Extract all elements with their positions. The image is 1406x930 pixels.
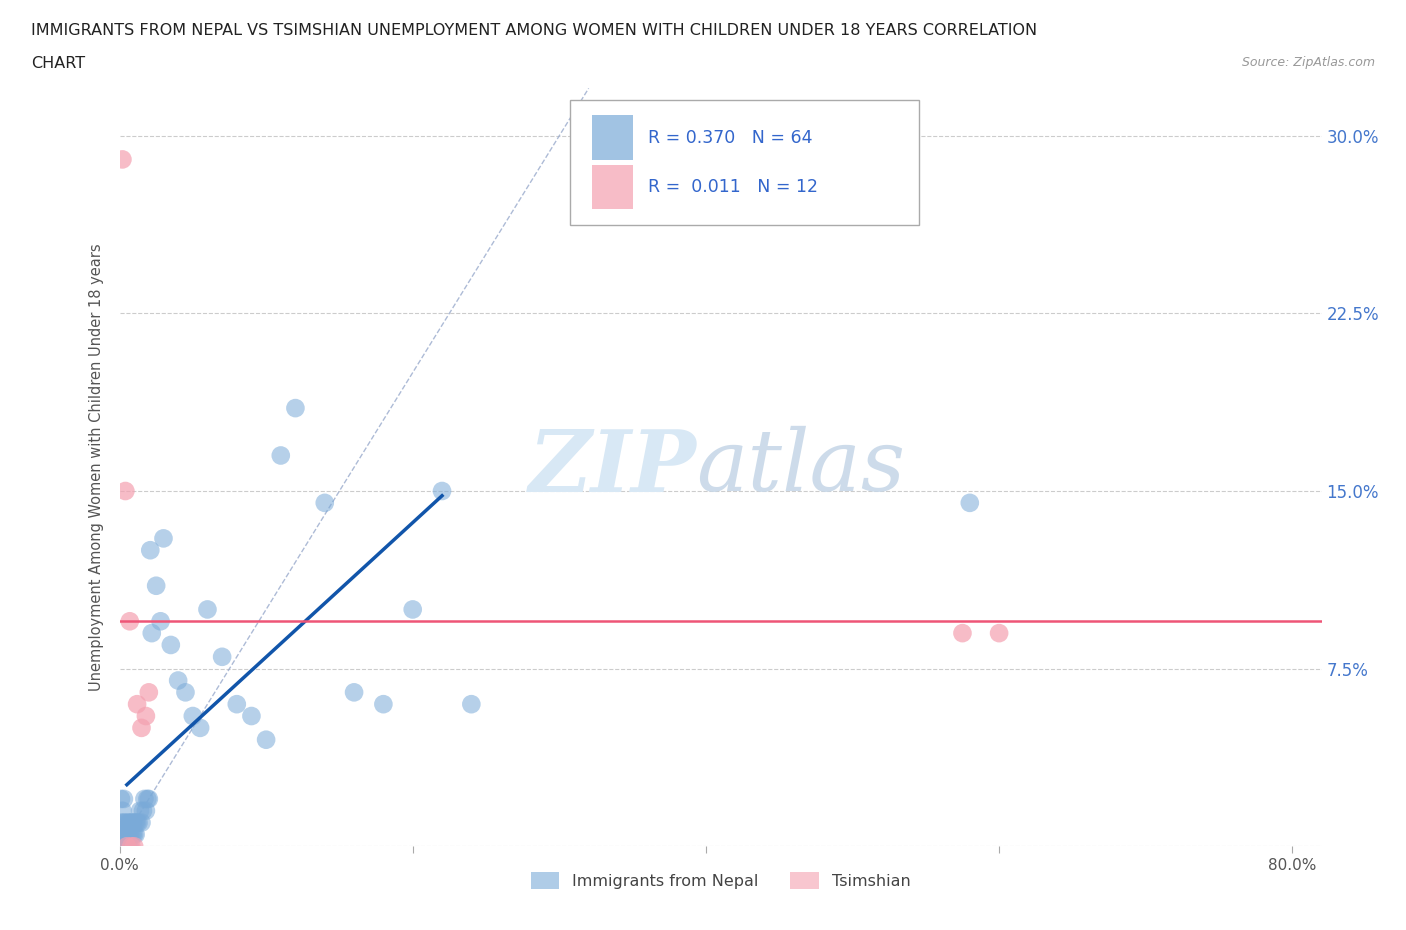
Point bbox=[131, 721, 153, 736]
Point bbox=[118, 827, 141, 842]
Point bbox=[959, 496, 981, 511]
Point bbox=[131, 816, 153, 830]
Point bbox=[115, 839, 138, 854]
Point bbox=[112, 827, 135, 842]
Point bbox=[111, 152, 134, 166]
Y-axis label: Unemployment Among Women with Children Under 18 years: Unemployment Among Women with Children U… bbox=[89, 244, 104, 691]
Point bbox=[254, 732, 277, 747]
Point bbox=[118, 839, 141, 854]
Point bbox=[122, 827, 145, 842]
Point bbox=[114, 839, 136, 854]
Point bbox=[270, 448, 292, 463]
Point bbox=[110, 816, 132, 830]
Point bbox=[952, 626, 974, 641]
Point bbox=[159, 638, 181, 653]
Point bbox=[111, 804, 134, 818]
Point bbox=[402, 602, 425, 617]
Point bbox=[132, 804, 155, 818]
Point bbox=[120, 816, 142, 830]
Point bbox=[120, 839, 142, 854]
FancyBboxPatch shape bbox=[592, 165, 633, 209]
Point bbox=[110, 791, 132, 806]
Point bbox=[118, 816, 141, 830]
Point bbox=[152, 531, 174, 546]
Point bbox=[115, 827, 138, 842]
Point bbox=[117, 827, 139, 842]
Point bbox=[373, 697, 395, 711]
Point bbox=[115, 839, 138, 854]
Point bbox=[240, 709, 263, 724]
Point bbox=[988, 626, 1011, 641]
Point bbox=[120, 827, 142, 842]
Point bbox=[117, 816, 139, 830]
Point bbox=[117, 839, 139, 854]
Point bbox=[225, 697, 247, 711]
Point bbox=[136, 791, 159, 806]
Point bbox=[211, 649, 233, 664]
Point bbox=[128, 816, 150, 830]
Point bbox=[174, 684, 197, 699]
Point bbox=[112, 816, 135, 830]
Point bbox=[110, 839, 132, 854]
Point bbox=[181, 709, 204, 724]
Point bbox=[284, 401, 307, 416]
Point bbox=[111, 827, 134, 842]
Point bbox=[110, 827, 132, 842]
Point bbox=[114, 827, 136, 842]
Point bbox=[188, 721, 211, 736]
Point bbox=[124, 816, 146, 830]
Text: ZIP: ZIP bbox=[529, 426, 696, 509]
Point bbox=[127, 697, 149, 711]
Point bbox=[112, 839, 135, 854]
Point bbox=[343, 684, 366, 699]
Point bbox=[167, 673, 190, 688]
Point bbox=[122, 839, 145, 854]
Point bbox=[127, 816, 149, 830]
Point bbox=[124, 827, 146, 842]
Point bbox=[121, 816, 143, 830]
Point bbox=[115, 820, 138, 835]
Text: Source: ZipAtlas.com: Source: ZipAtlas.com bbox=[1241, 56, 1375, 69]
Point bbox=[134, 791, 156, 806]
Point bbox=[141, 626, 163, 641]
Point bbox=[129, 804, 152, 818]
Point bbox=[118, 614, 141, 629]
Point bbox=[121, 827, 143, 842]
Point bbox=[139, 543, 162, 558]
Point bbox=[114, 484, 136, 498]
Point bbox=[430, 484, 453, 498]
Text: IMMIGRANTS FROM NEPAL VS TSIMSHIAN UNEMPLOYMENT AMONG WOMEN WITH CHILDREN UNDER : IMMIGRANTS FROM NEPAL VS TSIMSHIAN UNEMP… bbox=[31, 23, 1038, 38]
Point bbox=[314, 496, 336, 511]
Point bbox=[112, 791, 135, 806]
Point bbox=[122, 816, 145, 830]
Point bbox=[135, 804, 157, 818]
Point bbox=[138, 791, 160, 806]
Point bbox=[145, 578, 167, 593]
Text: atlas: atlas bbox=[696, 426, 905, 509]
Point bbox=[111, 839, 134, 854]
Point bbox=[138, 684, 160, 699]
Text: R = 0.370   N = 64: R = 0.370 N = 64 bbox=[648, 128, 813, 147]
Point bbox=[197, 602, 219, 617]
Text: R =  0.011   N = 12: R = 0.011 N = 12 bbox=[648, 178, 818, 196]
Point bbox=[460, 697, 482, 711]
Text: CHART: CHART bbox=[31, 56, 84, 71]
FancyBboxPatch shape bbox=[571, 100, 920, 225]
Legend: Immigrants from Nepal, Tsimshian: Immigrants from Nepal, Tsimshian bbox=[524, 866, 917, 896]
Point bbox=[114, 816, 136, 830]
Point bbox=[135, 709, 157, 724]
FancyBboxPatch shape bbox=[592, 115, 633, 160]
Point bbox=[149, 614, 172, 629]
